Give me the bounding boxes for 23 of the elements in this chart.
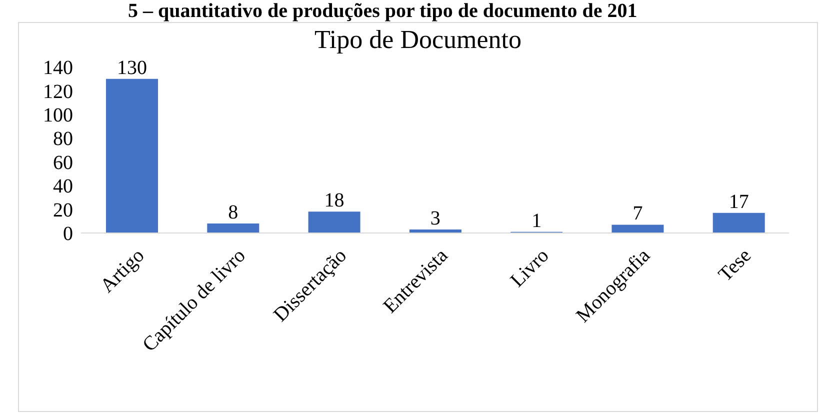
bar [712,212,765,233]
y-tick-label: 80 [53,128,73,150]
bar [612,224,664,233]
data-label: 8 [228,202,238,224]
data-label: 1 [532,210,542,232]
y-tick-label: 100 [43,104,73,127]
y-tick-label: 40 [53,176,73,198]
data-label: 17 [728,190,749,213]
chart-title: Tipo de Documento [313,25,523,55]
bar [207,224,260,233]
bar [308,212,360,233]
text: 5 – quantitativo de produções por tipo de documento de 201 [128,0,638,23]
y-tick-label: 120 [43,80,73,103]
y-tick-label: 140 [43,57,73,80]
y-tick-label: 0 [63,223,73,246]
y-tick-label: 60 [53,152,73,174]
data-label: 18 [324,190,344,212]
data-label: 7 [632,202,643,225]
x-tick-label: Tese [714,244,756,286]
data-label: 130 [117,56,147,79]
y-tick-label: 20 [53,199,73,222]
bar [106,78,158,233]
data-label: 3 [430,207,440,230]
